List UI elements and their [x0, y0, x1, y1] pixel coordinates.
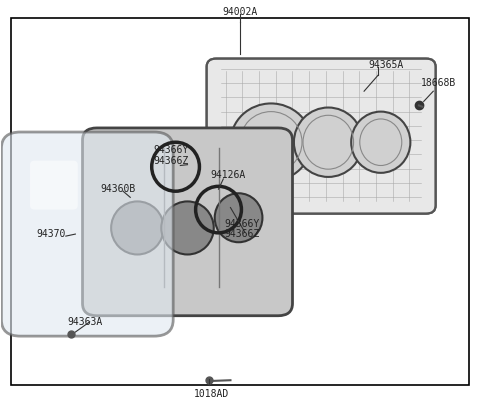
Text: 94126A: 94126A [210, 170, 246, 180]
Ellipse shape [294, 108, 363, 177]
FancyBboxPatch shape [83, 128, 292, 316]
Text: 94366Z: 94366Z [225, 229, 260, 239]
Text: 94370: 94370 [37, 229, 66, 239]
Text: 94366Y: 94366Y [225, 219, 260, 229]
FancyBboxPatch shape [30, 161, 78, 210]
Text: 94365A: 94365A [368, 60, 403, 69]
Text: 1018AD: 1018AD [194, 389, 229, 399]
Text: 94366Z: 94366Z [153, 156, 189, 166]
Ellipse shape [230, 104, 312, 181]
Ellipse shape [215, 193, 263, 242]
Text: 94363A: 94363A [67, 317, 103, 327]
Ellipse shape [351, 112, 410, 173]
FancyBboxPatch shape [206, 58, 436, 214]
Text: 18668B: 18668B [420, 78, 456, 88]
Ellipse shape [161, 201, 214, 254]
Text: 94002A: 94002A [222, 7, 258, 16]
FancyBboxPatch shape [1, 132, 173, 336]
Ellipse shape [111, 201, 164, 254]
Text: 94360B: 94360B [101, 184, 136, 194]
Text: 94366Y: 94366Y [153, 145, 189, 155]
